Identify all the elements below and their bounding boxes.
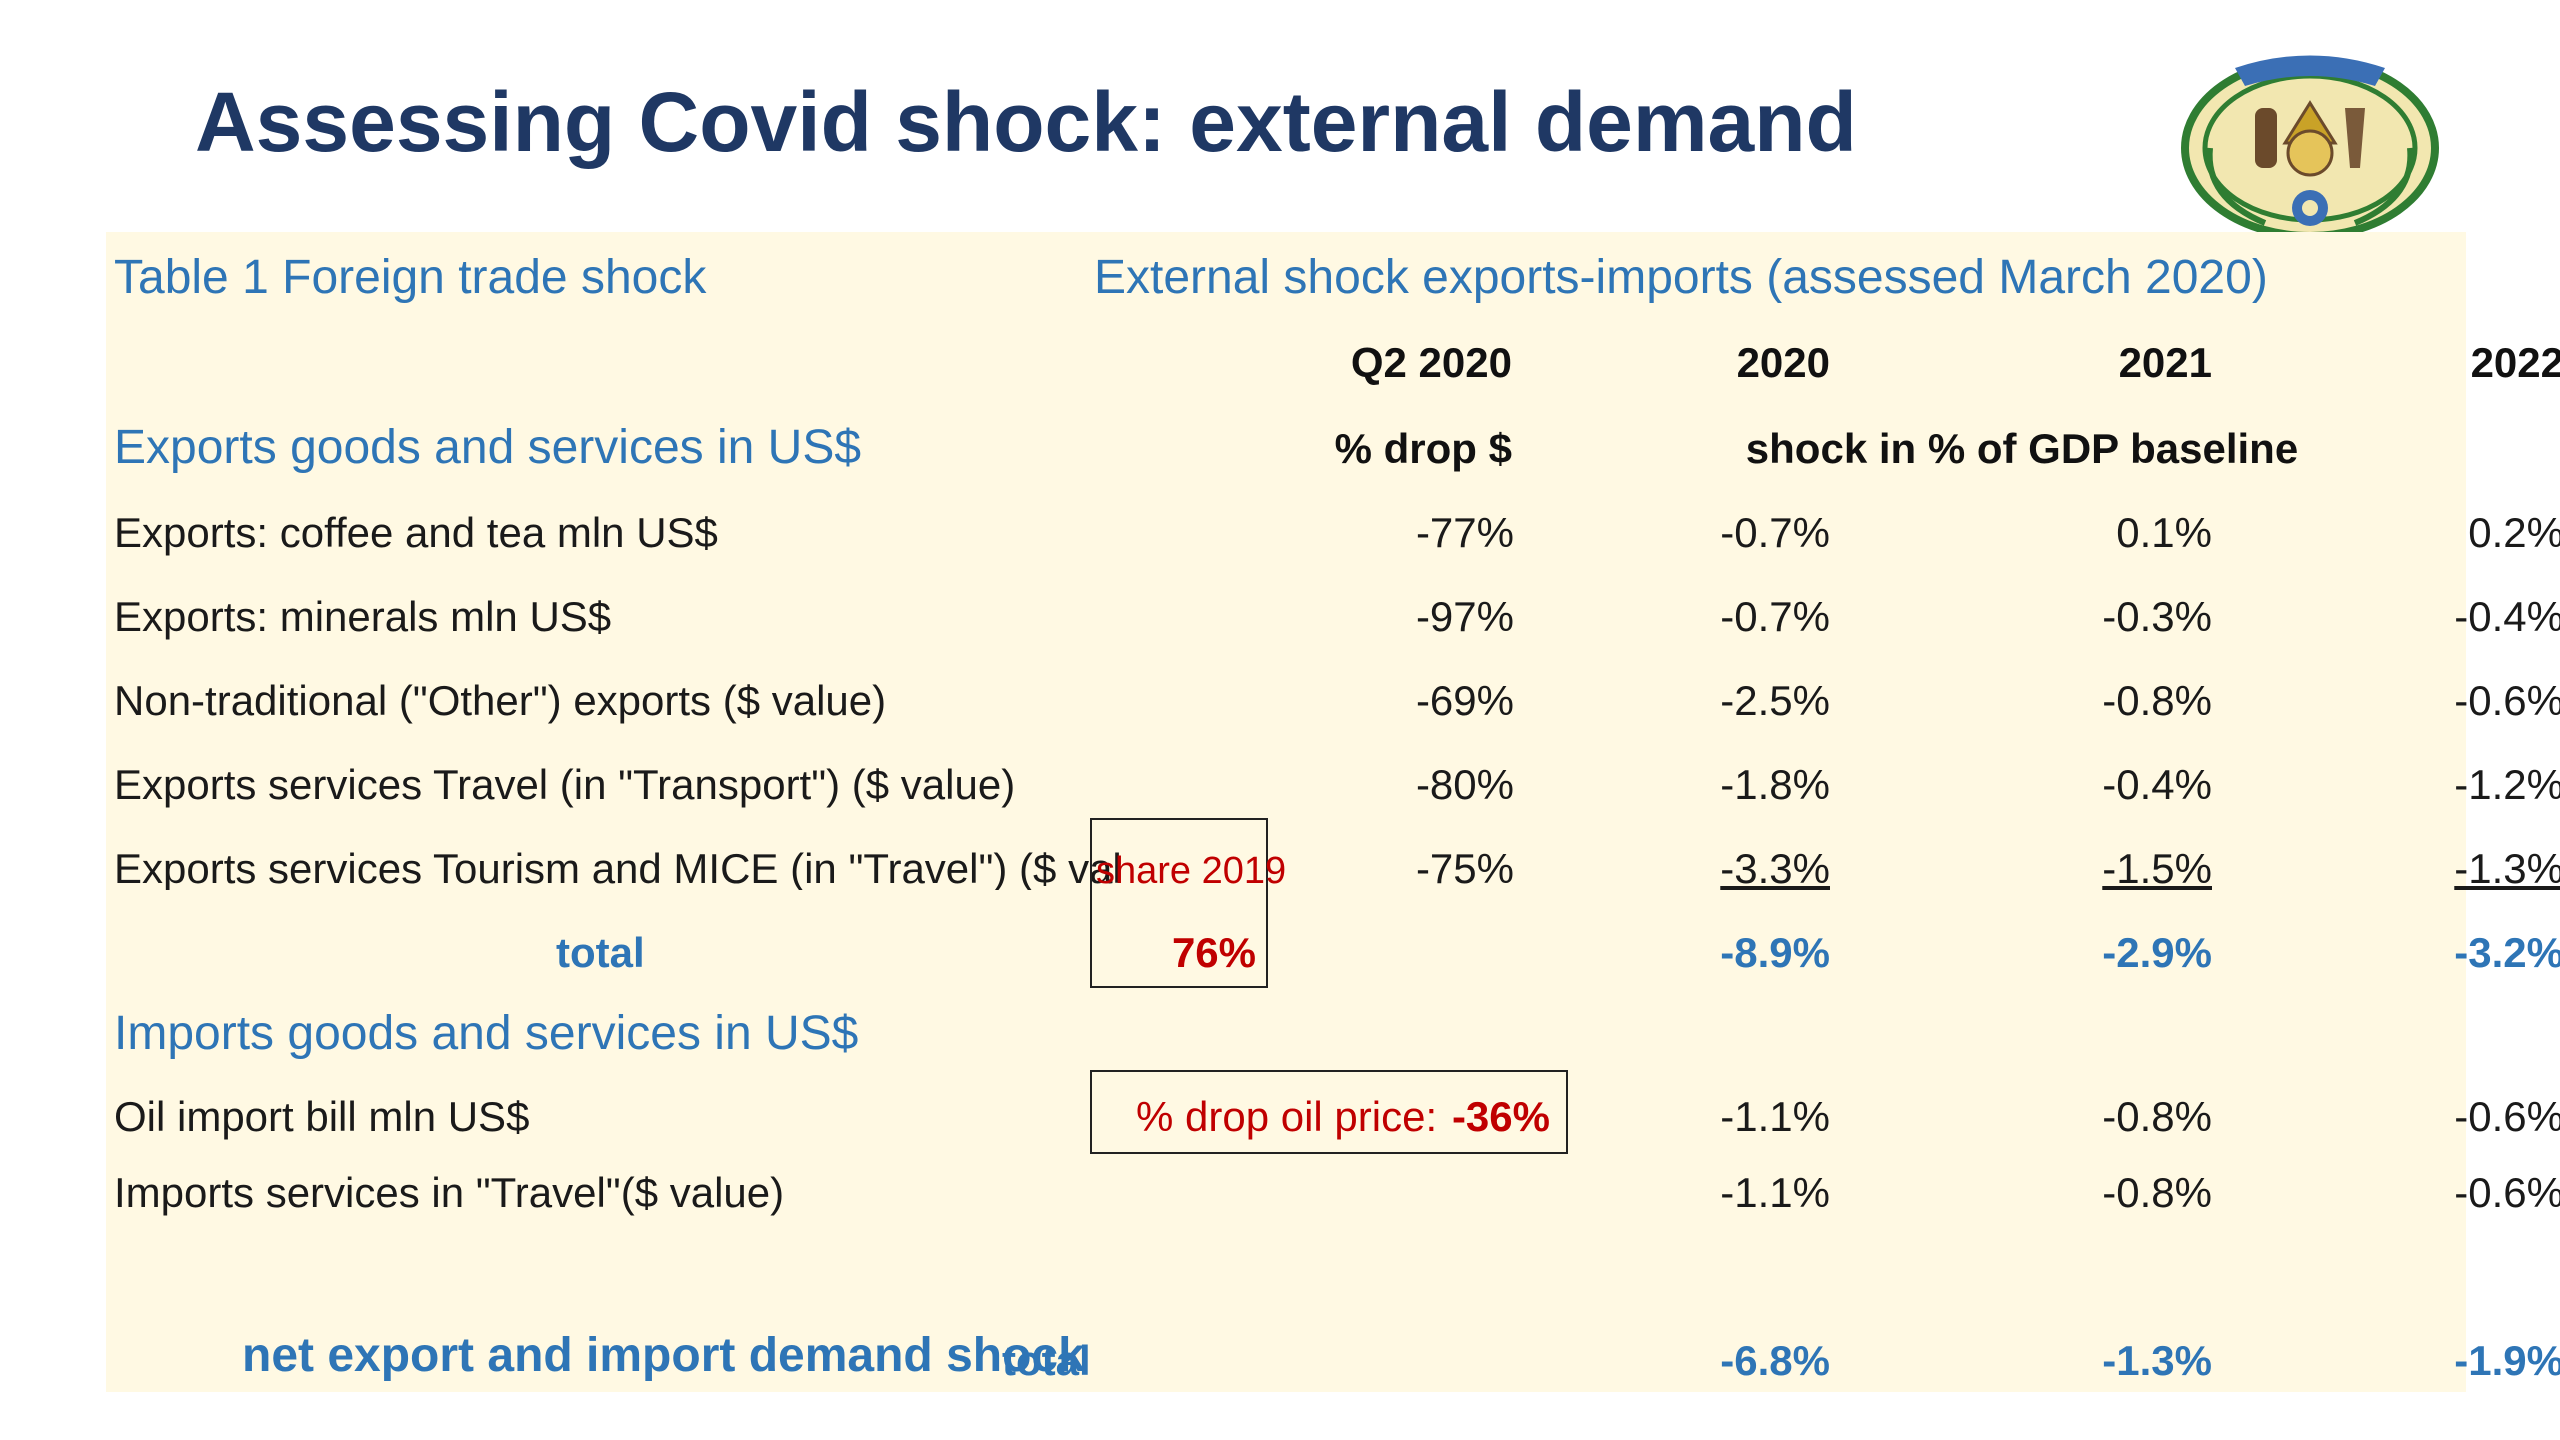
cell-2022: -0.6%: [2454, 1169, 2560, 1216]
cell-q2: -80%: [1415, 761, 1514, 808]
imports-section-title: Imports goods and services in US$: [114, 1007, 859, 1060]
cell-2022: 0.2%: [2468, 509, 2560, 556]
cell-2020: -2.5%: [1720, 677, 1830, 724]
row-label: Exports services Tourism and MICE (in "T…: [114, 848, 1122, 890]
col-header-q2-2020: Q2 2020: [1350, 339, 1512, 386]
cell-2021: -0.4%: [2102, 761, 2212, 808]
exports-total-2021: -2.9%: [2102, 929, 2212, 976]
cell-2020: -1.1%: [1720, 1093, 1830, 1140]
cell-2022: -0.4%: [2454, 593, 2560, 640]
row-label: Imports services in "Travel"($ value): [114, 1169, 785, 1216]
cell-2020: -1.8%: [1720, 761, 1830, 808]
row-label: Non-traditional ("Other") exports ($ val…: [114, 677, 887, 724]
row-label: Exports: coffee and tea mln US$: [114, 509, 718, 556]
cell-2022: -1.3%: [2454, 845, 2560, 892]
net-total-2022: -1.9%: [2454, 1337, 2560, 1384]
table-heading: External shock exports-imports (assessed…: [1094, 251, 2268, 304]
cell-2020: -3.3%: [1720, 845, 1830, 892]
net-total-2021: -1.3%: [2102, 1337, 2212, 1384]
share-2019-box: [1090, 818, 1268, 988]
cell-2022: -0.6%: [2454, 1093, 2560, 1140]
net-shock-suffix: total: [1002, 1337, 1091, 1384]
subheader-gdp-shock: shock in % of GDP baseline: [1745, 425, 2299, 472]
cell-2021: -0.8%: [2102, 1093, 2212, 1140]
share-2019-value: 76%: [1171, 929, 1256, 976]
cell-2020: -1.1%: [1720, 1169, 1830, 1216]
cell-2021: -0.8%: [2102, 1169, 2212, 1216]
cell-2020: -0.7%: [1720, 593, 1830, 640]
cell-2021: 0.1%: [2116, 509, 2212, 556]
row-label: Exports services Travel (in "Transport")…: [114, 761, 1016, 808]
col-header-2020: 2020: [1736, 339, 1830, 386]
cell-2021: -0.3%: [2102, 593, 2212, 640]
col-header-2021: 2021: [2118, 339, 2212, 386]
subheader-pct-drop: % drop $: [1334, 425, 1512, 472]
trade-shock-table: Table 1 Foreign trade shock External sho…: [106, 232, 2560, 1392]
cell-2021: -1.5%: [2102, 845, 2212, 892]
cell-2022: -0.6%: [2454, 677, 2560, 724]
col-header-2022: 2022: [2470, 339, 2560, 386]
rwanda-coat-of-arms-icon: [2181, 55, 2439, 238]
table-caption: Table 1 Foreign trade shock: [114, 251, 707, 304]
cell-q2: -69%: [1415, 677, 1514, 724]
exports-total-label: total: [556, 929, 645, 976]
row-label: Oil import bill mln US$: [114, 1093, 530, 1140]
cell-2020: -0.7%: [1720, 509, 1830, 556]
net-total-2020: -6.8%: [1720, 1337, 1830, 1384]
cell-2021: -0.8%: [2102, 677, 2212, 724]
exports-total-2020: -8.9%: [1720, 929, 1830, 976]
oil-price-box: [1090, 1070, 1568, 1154]
cell-q2: -75%: [1415, 845, 1514, 892]
cell-q2: -97%: [1415, 593, 1514, 640]
share-2019-label: share 2019: [1096, 850, 1287, 892]
cell-2022: -1.2%: [2454, 761, 2560, 808]
exports-total-2022: -3.2%: [2454, 929, 2560, 976]
oil-price-label: % drop oil price:: [1136, 1093, 1438, 1140]
cell-q2: -77%: [1415, 509, 1514, 556]
net-shock-label: net export and import demand shock: [242, 1329, 1085, 1382]
slide-title: Assessing Covid shock: external demand: [195, 75, 1857, 169]
exports-section-title: Exports goods and services in US$: [114, 421, 862, 474]
oil-price-value: -36%: [1451, 1093, 1550, 1140]
row-label: Exports: minerals mln US$: [114, 593, 612, 640]
